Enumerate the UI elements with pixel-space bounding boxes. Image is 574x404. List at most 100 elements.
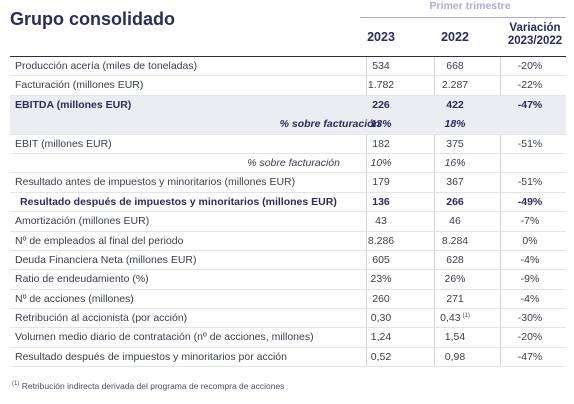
value-2022-text: 266 [446, 195, 464, 208]
variation-header-line2: 2023/2022 [507, 35, 563, 47]
value-2022: 375 [430, 135, 480, 154]
value-2022: 18% [430, 115, 480, 134]
variation-header-line1: Variación [509, 22, 561, 34]
column-header-2023: 2023 [367, 30, 395, 44]
value-2023: 8.286 [367, 234, 395, 247]
value-2022-text: 0,98 [444, 350, 466, 363]
value-2022: 266 [430, 193, 480, 212]
table-row: Resultado antes de impuestos y minoritar… [10, 173, 566, 193]
value-2023: 226 [372, 98, 390, 111]
table-row: Deuda Financiera Neta (millones EUR) 605 6… [10, 251, 566, 271]
table-row: Ratio de endeudamiento (%) 23% 26% -9% [10, 270, 566, 290]
value-variation: -30% [517, 312, 543, 325]
value-2023: 534 [372, 60, 390, 72]
value-2022: 8.284 [430, 232, 480, 251]
row-label: Amortización (millones EUR) [15, 215, 150, 228]
value-2023: 0,52 [370, 350, 392, 363]
value-2022-text: 2.287 [441, 79, 469, 92]
row-label: % sobre facturación [279, 118, 380, 131]
value-2023: 23% [370, 273, 392, 286]
row-label: Ratio de endeudamiento (%) [15, 273, 149, 286]
value-variation: -4% [520, 253, 540, 266]
footnote-text: Retribución indirecta derivada del progr… [21, 381, 285, 391]
row-label: Deuda Financiera Neta (millones EUR) [15, 253, 197, 266]
value-2022-text: 422 [446, 98, 464, 111]
period-header: Primer trimestre [429, 0, 511, 12]
value-2023: 1,24 [370, 331, 392, 344]
table-row: Amortización (millones EUR) 43 46 -7% [10, 212, 566, 232]
value-variation: -20% [517, 60, 543, 72]
value-variation: -9% [520, 273, 540, 286]
value-2023: 43 [375, 215, 387, 228]
row-label: Retribución al accionista (por acción) [15, 312, 188, 325]
row-label: Nº de acciones (millones) [15, 292, 134, 305]
table-row: Nº de acciones (millones) 260 271 -4% [10, 290, 566, 310]
value-variation: -51% [517, 176, 543, 189]
footnote-reference: (1) [462, 312, 470, 319]
value-2023: 1.782 [367, 79, 395, 92]
row-label: EBIT (millones EUR) [15, 137, 112, 150]
value-2022: 271 [430, 290, 480, 309]
value-variation: -20% [517, 331, 543, 344]
value-2022: 628 [430, 251, 480, 270]
value-variation: -22% [517, 79, 543, 92]
page-title: Grupo consolidado [10, 9, 175, 29]
column-header-2022: 2022 [441, 30, 469, 44]
value-2023: 136 [372, 195, 390, 208]
value-2022-text: 16% [444, 156, 466, 169]
value-2023: 182 [372, 137, 390, 150]
row-label: Resultado después de impuestos y minorit… [15, 350, 287, 363]
table-row: Resultado después de impuestos y minorit… [10, 348, 566, 368]
value-2022: 26% [430, 270, 480, 289]
footnote-marker: (1) [12, 381, 20, 388]
value-variation: -4% [520, 292, 540, 305]
value-2022-text: 367 [446, 176, 464, 189]
table-row: % sobre facturación 13% 18% [10, 115, 566, 135]
table-row: Nº de empleados al final del periodo 8.28… [10, 232, 566, 251]
value-2022: 0,43 (1) [430, 309, 480, 328]
value-variation: -47% [517, 98, 543, 111]
value-variation: -51% [517, 137, 543, 150]
value-2023: 10% [370, 156, 392, 169]
value-2022: 46 [430, 212, 480, 231]
value-2022: 0,98 [430, 348, 480, 367]
value-2022-text: 0,43 [440, 312, 461, 325]
value-2023: 13% [370, 118, 392, 131]
value-2022: 422 [430, 96, 480, 115]
period-underline [360, 17, 566, 18]
value-2022-text: 1,54 [444, 331, 466, 344]
row-label: % sobre facturación [247, 156, 340, 169]
column-header-variation: Variación 2023/2022 [495, 22, 574, 48]
financial-table: Producción acería (miles de toneladas) 53… [10, 57, 566, 368]
table-row: EBITDA (millones EUR) 226 422 -47% [10, 95, 566, 116]
table-row: Resultado después de impuestos y minorit… [10, 193, 566, 213]
value-2022-text: 628 [446, 253, 464, 266]
value-variation: -7% [520, 215, 540, 228]
row-label: Facturación (millones EUR) [15, 79, 144, 92]
row-label: Resultado antes de impuestos y minoritar… [15, 176, 296, 189]
value-variation: 0% [522, 234, 538, 247]
value-2022: 16% [430, 154, 480, 173]
row-label: Resultado después de impuestos y minorit… [20, 195, 337, 208]
value-variation [490, 115, 570, 134]
value-2022-text: 18% [444, 118, 466, 131]
value-variation: -49% [517, 195, 543, 208]
value-2023: 605 [372, 253, 390, 266]
value-2022-text: 26% [444, 273, 466, 286]
value-2023: 260 [372, 292, 390, 305]
row-label: Producción acería (miles de toneladas) [15, 60, 198, 72]
value-2022-text: 668 [446, 60, 464, 72]
row-label: EBITDA (millones EUR) [15, 98, 132, 111]
value-2022: 367 [430, 173, 480, 192]
value-2023: 0,30 [370, 312, 392, 325]
table-row: Producción acería (miles de toneladas) 53… [10, 57, 566, 77]
value-2022-text: 375 [446, 137, 464, 150]
footnote: (1) Retribución indirecta derivada del p… [10, 381, 284, 391]
value-2022-text: 271 [446, 292, 464, 305]
table-row: EBIT (millones EUR) 182 375 -51% [10, 135, 566, 154]
value-variation [490, 154, 570, 173]
table-row: Volumen medio diario de contratación (nº… [10, 328, 566, 348]
value-2022: 2.287 [430, 76, 480, 95]
value-variation: -47% [517, 350, 543, 363]
value-2022-text: 46 [449, 215, 461, 228]
